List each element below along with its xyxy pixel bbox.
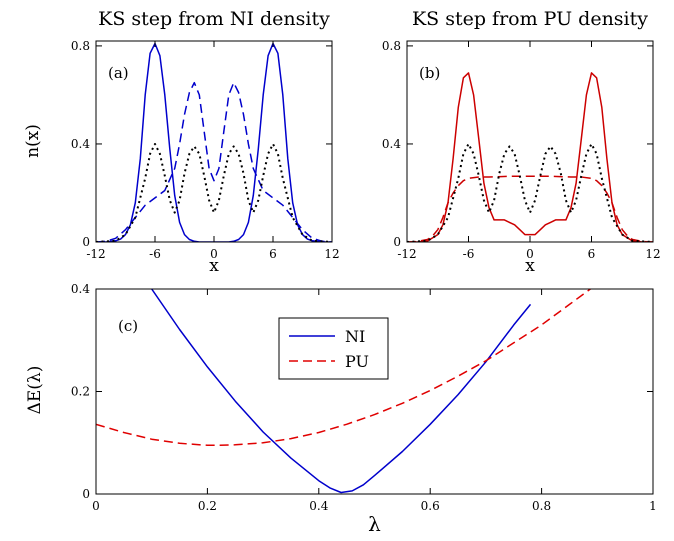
y-tick-label: 0.4 <box>71 137 90 151</box>
legend: NI PU <box>278 317 389 380</box>
y-tick-label: 0.8 <box>71 39 90 53</box>
panel-a: -12 -6 0 6 12 0 0.4 0.8 KS step from NI density x… <box>23 8 340 276</box>
y-tick-label: 0.2 <box>71 385 90 399</box>
x-tick-label: 0 <box>92 499 100 513</box>
y-tick-label: 0.8 <box>382 39 401 53</box>
series-line-dashed-1 <box>407 175 653 242</box>
plot-frame <box>95 40 333 243</box>
x-tick-label: 1 <box>649 499 657 513</box>
x-tick-label: 0.6 <box>421 499 440 513</box>
x-tick-label: -12 <box>397 247 416 261</box>
plot-area <box>96 42 332 242</box>
x-tick-label: 12 <box>645 247 660 261</box>
x-axis-label: λ <box>368 512 381 536</box>
series-line-dotted-2 <box>96 143 332 242</box>
panel-label: (a) <box>108 64 129 82</box>
legend-box <box>278 317 389 380</box>
x-tick-label: 6 <box>269 247 277 261</box>
plot-area <box>96 289 592 494</box>
x-tick-label: 0.4 <box>309 499 328 513</box>
y-tick-label: 0.4 <box>382 137 401 151</box>
x-tick-label: -12 <box>86 247 105 261</box>
chart-title: KS step from NI density <box>98 8 330 30</box>
y-axis-label: n(x) <box>23 124 43 158</box>
x-axis-label: x <box>209 256 219 276</box>
x-tick-label: -6 <box>463 247 475 261</box>
series-line-ni <box>150 289 532 494</box>
x-tick-label: -6 <box>149 247 161 261</box>
panel-b: -12 -6 0 6 12 0 0.4 0.8 KS step from PU density x… <box>382 8 661 276</box>
series-line-solid-0 <box>96 42 332 242</box>
panel-label: (b) <box>419 64 440 82</box>
series-line-dashed-1 <box>96 81 332 242</box>
series-line-solid-0 <box>407 72 653 242</box>
x-axis-label: x <box>525 256 535 276</box>
x-tick-label: 12 <box>324 247 339 261</box>
panel-c: 0 0.2 0.4 0.6 0.8 1 0 0.2 0.4 λ ΔE(λ) (c) NI PU <box>25 282 657 536</box>
x-tick-label: 0 <box>210 247 218 261</box>
x-tick-label: 6 <box>588 247 596 261</box>
legend-label-ni: NI <box>345 327 365 346</box>
y-tick-label: 0 <box>393 235 401 249</box>
legend-label-pu: PU <box>345 352 369 371</box>
y-tick-label: 0.4 <box>71 282 90 296</box>
x-tick-label: 0.8 <box>532 499 551 513</box>
y-tick-label: 0 <box>82 235 90 249</box>
y-tick-label: 0 <box>82 487 90 501</box>
y-axis-label: ΔE(λ) <box>25 366 45 415</box>
x-tick-label: 0 <box>526 247 534 261</box>
plot-area <box>407 72 653 242</box>
series-line-pu <box>96 289 592 447</box>
series-line-dotted-2 <box>407 143 653 242</box>
x-tick-label: 0.2 <box>198 499 217 513</box>
chart-title: KS step from PU density <box>412 8 648 30</box>
panel-label: (c) <box>118 317 138 335</box>
